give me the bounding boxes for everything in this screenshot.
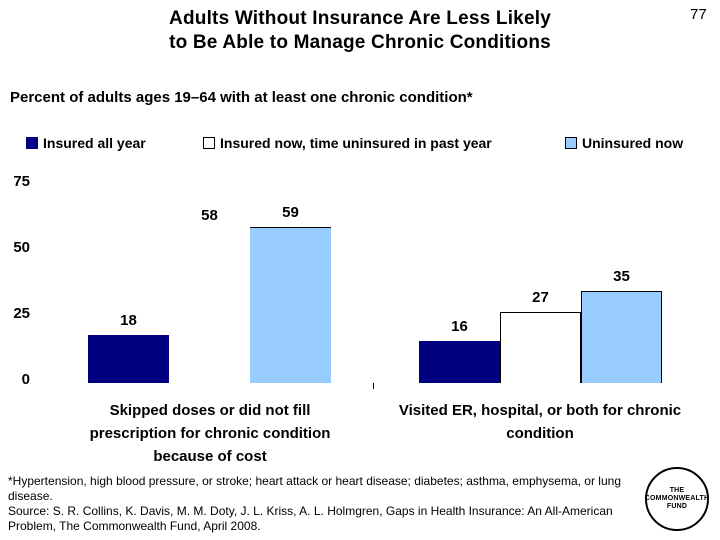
slide-title-line-1: Adults Without Insurance Are Less Likely xyxy=(169,8,551,29)
footnote: *Hypertension, high blood pressure, or s… xyxy=(8,474,621,534)
logo-text-line: THE xyxy=(669,487,685,494)
logo-text-line: FUND xyxy=(666,503,688,510)
legend-label-insured-all-year: Insured all year xyxy=(43,134,146,151)
category-label-line: Skipped doses or did not fill xyxy=(109,402,311,419)
legend-swatch-uninsured-now-icon xyxy=(565,136,577,149)
legend-swatch-insured-all-year-icon xyxy=(26,136,38,149)
y-axis-tick-label: 50 xyxy=(13,239,30,256)
category-label-line: condition xyxy=(506,425,574,442)
category-label-line: because of cost xyxy=(153,448,267,465)
bar-value-label: 18 xyxy=(120,312,137,329)
bar-group1-series3 xyxy=(250,227,331,383)
page-number: 77 xyxy=(690,6,707,23)
legend-item-uninsured-now: Uninsured now xyxy=(565,134,684,151)
bar-group2-series3 xyxy=(581,291,662,383)
legend-label-uninsured-now: Uninsured now xyxy=(582,134,684,151)
y-axis-tick-label: 0 xyxy=(21,371,30,388)
category-label-group-2: Visited ER, hospital, or both for chroni… xyxy=(370,399,710,445)
bar-value-label: 58 xyxy=(201,207,218,224)
x-axis-tick xyxy=(373,383,374,389)
bar-group1-series1 xyxy=(88,335,169,383)
slide-title: Adults Without Insurance Are Less Likely… xyxy=(0,7,720,55)
footnote-line: Source: S. R. Collins, K. Davis, M. M. D… xyxy=(8,504,613,518)
legend-label-insured-now: Insured now, time uninsured in past year xyxy=(220,134,492,151)
legend-swatch-insured-now-icon xyxy=(203,136,215,149)
footnote-line: *Hypertension, high blood pressure, or s… xyxy=(8,474,621,488)
legend-item-insured-all-year: Insured all year xyxy=(26,134,146,151)
bar-value-label: 27 xyxy=(532,289,549,306)
bar-value-label: 35 xyxy=(613,268,630,285)
chart-subtitle: Percent of adults ages 19–64 with at lea… xyxy=(10,89,473,106)
footnote-line: Problem, The Commonwealth Fund, April 20… xyxy=(8,519,261,533)
y-axis-tick-label: 75 xyxy=(13,173,30,190)
logo-text-line: COMMONWEALTH xyxy=(644,495,710,502)
category-label-group-1: Skipped doses or did not fill prescripti… xyxy=(60,399,360,468)
category-label-line: Visited ER, hospital, or both for chroni… xyxy=(398,402,682,419)
commonwealth-fund-logo: THE COMMONWEALTH FUND xyxy=(645,467,709,531)
category-label-line: prescription for chronic condition xyxy=(89,425,331,442)
bar-group2-series1 xyxy=(419,341,500,383)
bar-value-label: 59 xyxy=(282,204,299,221)
bar-group2-series2 xyxy=(500,312,581,383)
bar-group1-series2 xyxy=(169,230,250,383)
footnote-line: disease. xyxy=(8,489,53,503)
bar-value-label: 16 xyxy=(451,318,468,335)
y-axis-tick-label: 25 xyxy=(13,305,30,322)
slide-title-line-2: to Be Able to Manage Chronic Conditions xyxy=(169,32,551,53)
legend-item-insured-now-time-uninsured: Insured now, time uninsured in past year xyxy=(203,134,492,151)
